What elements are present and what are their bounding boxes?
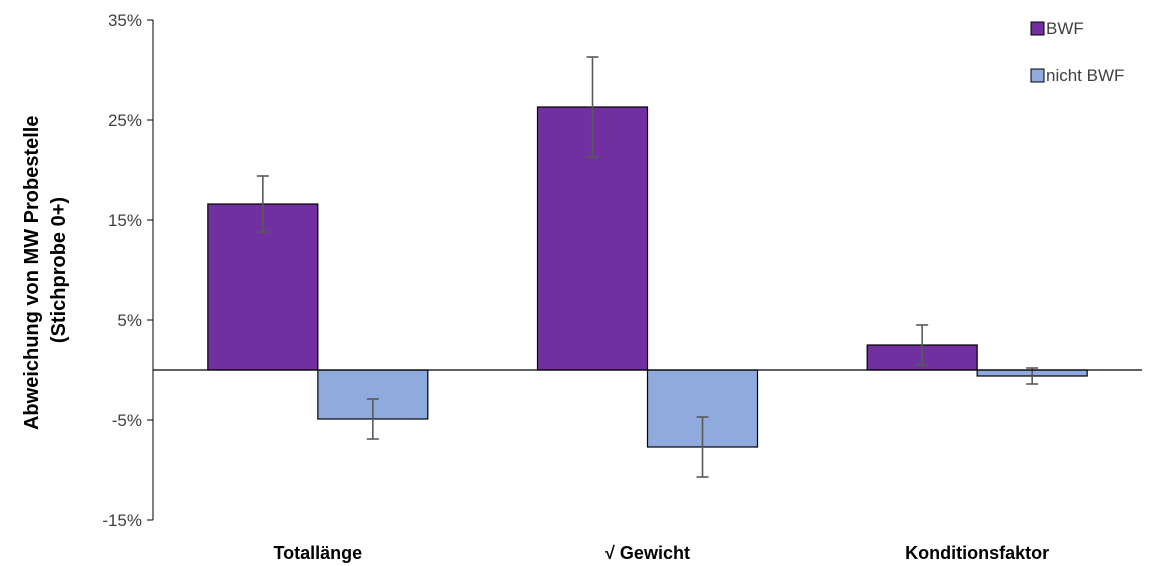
y-tick-label: 25% — [108, 111, 142, 130]
y-tick-label: 5% — [117, 311, 142, 330]
category-labels: Totallänge √ Gewicht Konditionsfaktor — [273, 543, 1049, 563]
y-tick-label: -5% — [112, 411, 142, 430]
y-axis-title-line1: Abweichung von MW Probestelle — [21, 116, 43, 430]
legend-label: BWF — [1046, 19, 1084, 38]
legend: BWF nicht BWF — [1030, 19, 1124, 85]
error-bar — [256, 175, 269, 233]
error-bar — [366, 398, 379, 440]
legend-swatch — [1030, 68, 1045, 83]
legend-item: nicht BWF — [1030, 66, 1124, 85]
category-label: Konditionsfaktor — [905, 543, 1049, 563]
error-bar — [916, 324, 929, 366]
category-label: √ Gewicht — [605, 543, 690, 563]
category-label: Totallänge — [273, 543, 362, 563]
y-axis-title: Abweichung von MW Probestelle (Stichprob… — [21, 110, 70, 430]
y-tick-label: 15% — [108, 211, 142, 230]
legend-swatch — [1030, 21, 1045, 36]
error-bars — [256, 56, 1039, 478]
y-tick-label: 35% — [108, 11, 142, 30]
y-axis: 35% 25% 15% 5% -5% -15% — [102, 11, 154, 530]
error-bar — [1026, 367, 1039, 385]
error-bar — [586, 56, 599, 158]
legend-item: BWF — [1030, 19, 1084, 38]
bars — [207, 106, 1088, 448]
error-bar — [696, 416, 709, 478]
y-tick-label: -15% — [102, 511, 142, 530]
y-axis-title-line2: (Stichprobe 0+) — [48, 197, 70, 343]
legend-label: nicht BWF — [1046, 66, 1124, 85]
